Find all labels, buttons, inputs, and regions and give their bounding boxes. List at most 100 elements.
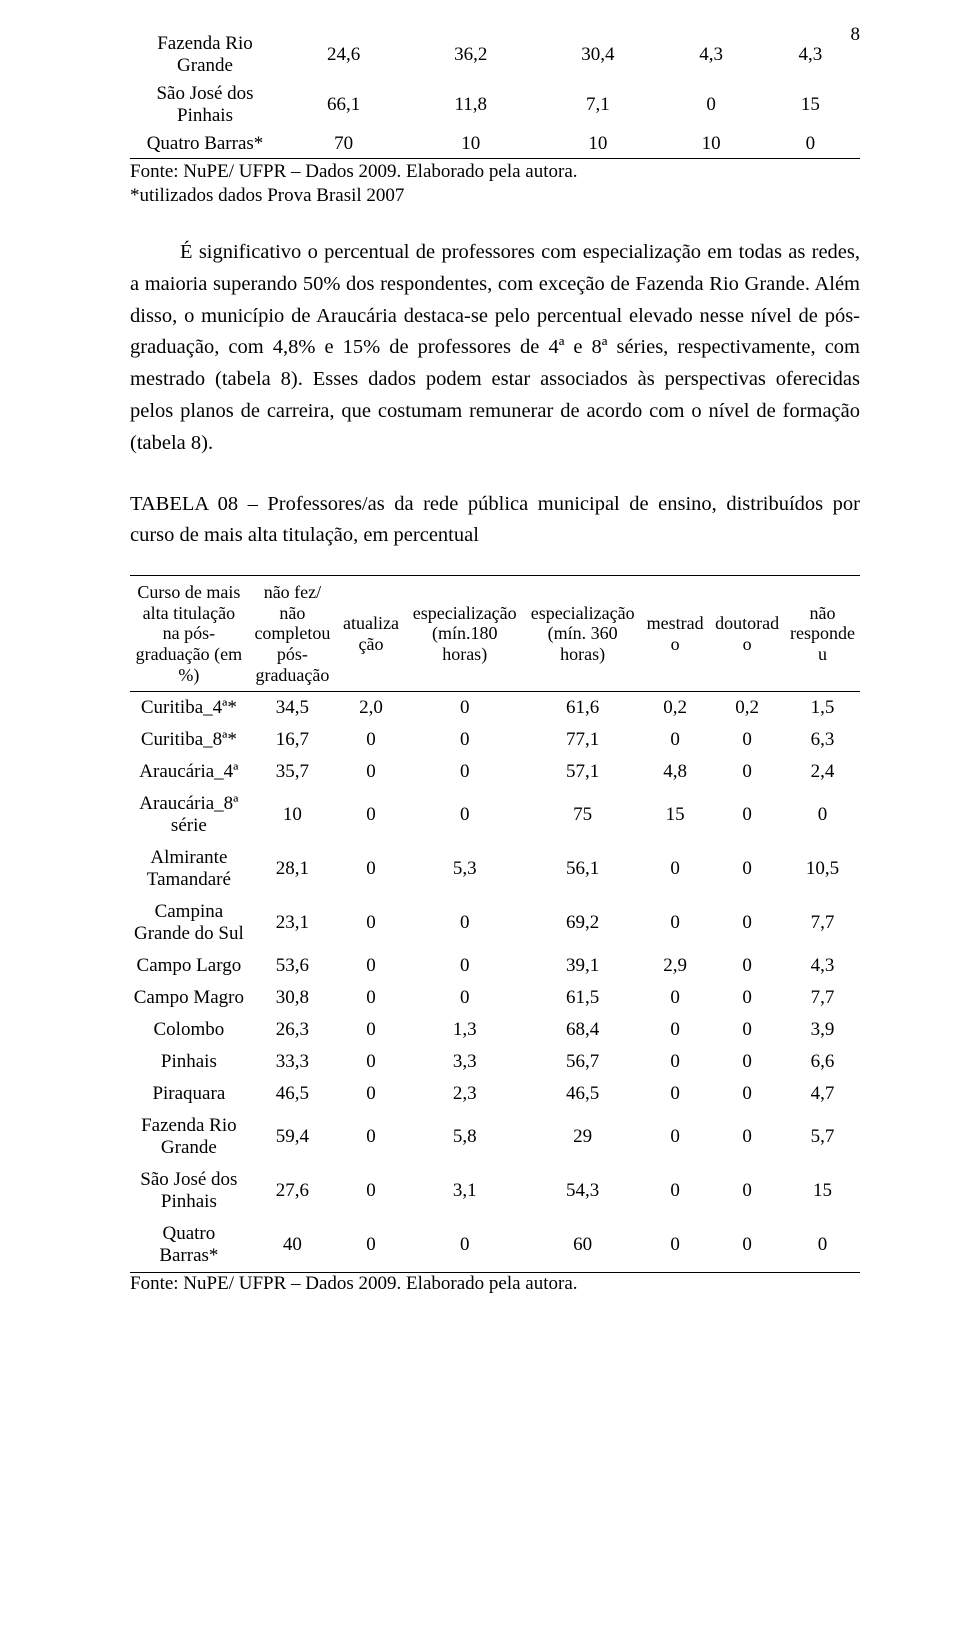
cell: 0 bbox=[641, 842, 710, 896]
row-label: Araucária_8ª série bbox=[130, 788, 248, 842]
cell: 0 bbox=[405, 692, 525, 725]
cell: 0 bbox=[337, 1014, 405, 1046]
cell: 29 bbox=[524, 1110, 640, 1164]
cell: 10,5 bbox=[785, 842, 860, 896]
cell: 7,7 bbox=[785, 896, 860, 950]
col-header: Curso de mais alta titulação na pós-grad… bbox=[130, 575, 248, 691]
col-header: não responde u bbox=[785, 575, 860, 691]
cell: 0 bbox=[405, 756, 525, 788]
cell: 0 bbox=[405, 950, 525, 982]
cell: 0 bbox=[709, 1014, 785, 1046]
cell: 4,7 bbox=[785, 1078, 860, 1110]
cell: 10 bbox=[534, 130, 661, 159]
cell: 56,7 bbox=[524, 1046, 640, 1078]
cell: 0 bbox=[662, 80, 761, 130]
table-row: Curitiba_8ª*16,70077,1006,3 bbox=[130, 724, 860, 756]
cell: 10 bbox=[407, 130, 534, 159]
cell: 5,3 bbox=[405, 842, 525, 896]
cell: 0 bbox=[405, 982, 525, 1014]
cell: 4,3 bbox=[662, 30, 761, 80]
cell: 28,1 bbox=[248, 842, 337, 896]
cell: 0 bbox=[709, 1218, 785, 1273]
top-table-source: Fonte: NuPE/ UFPR – Dados 2009. Elaborad… bbox=[130, 161, 860, 183]
cell: 0 bbox=[337, 842, 405, 896]
table-row: Quatro Barras* 70 10 10 10 0 bbox=[130, 130, 860, 159]
top-table: Fazenda Rio Grande 24,6 36,2 30,4 4,3 4,… bbox=[130, 30, 860, 159]
col-header: não fez/ não completou pós-graduação bbox=[248, 575, 337, 691]
row-label: Colombo bbox=[130, 1014, 248, 1046]
cell: 59,4 bbox=[248, 1110, 337, 1164]
cell: 0 bbox=[709, 724, 785, 756]
cell: 0 bbox=[641, 1046, 710, 1078]
cell: 69,2 bbox=[524, 896, 640, 950]
cell: 0,2 bbox=[709, 692, 785, 725]
cell: 16,7 bbox=[248, 724, 337, 756]
cell: 0 bbox=[641, 896, 710, 950]
cell: 0 bbox=[405, 1218, 525, 1273]
row-label: Campo Magro bbox=[130, 982, 248, 1014]
cell: 27,6 bbox=[248, 1164, 337, 1218]
cell: 0 bbox=[337, 950, 405, 982]
cell: 70 bbox=[280, 130, 407, 159]
cell: 7,1 bbox=[534, 80, 661, 130]
cell: 0 bbox=[337, 1078, 405, 1110]
cell: 3,9 bbox=[785, 1014, 860, 1046]
row-label: Campo Largo bbox=[130, 950, 248, 982]
bottom-table-source: Fonte: NuPE/ UFPR – Dados 2009. Elaborad… bbox=[130, 1273, 860, 1295]
cell: 4,3 bbox=[785, 950, 860, 982]
col-header: especialização (mín. 360 horas) bbox=[524, 575, 640, 691]
row-label: Curitiba_8ª* bbox=[130, 724, 248, 756]
cell: 0 bbox=[337, 1110, 405, 1164]
cell: 24,6 bbox=[280, 30, 407, 80]
col-header: especialização (mín.180 horas) bbox=[405, 575, 525, 691]
cell: 0 bbox=[761, 130, 860, 159]
cell: 5,8 bbox=[405, 1110, 525, 1164]
cell: 0 bbox=[641, 1164, 710, 1218]
cell: 0 bbox=[709, 1164, 785, 1218]
cell: 1,5 bbox=[785, 692, 860, 725]
cell: 61,5 bbox=[524, 982, 640, 1014]
cell: 0 bbox=[709, 1046, 785, 1078]
bottom-table: Curso de mais alta titulação na pós-grad… bbox=[130, 575, 860, 1273]
cell: 0 bbox=[337, 1164, 405, 1218]
cell: 34,5 bbox=[248, 692, 337, 725]
cell: 2,3 bbox=[405, 1078, 525, 1110]
table-row: Campina Grande do Sul23,10069,2007,7 bbox=[130, 896, 860, 950]
page-number: 8 bbox=[851, 24, 861, 46]
cell: 0 bbox=[641, 982, 710, 1014]
table-row: Colombo26,301,368,4003,9 bbox=[130, 1014, 860, 1046]
cell: 53,6 bbox=[248, 950, 337, 982]
cell: 0 bbox=[709, 896, 785, 950]
row-label: Piraquara bbox=[130, 1078, 248, 1110]
table-row: Piraquara46,502,346,5004,7 bbox=[130, 1078, 860, 1110]
cell: 0 bbox=[709, 982, 785, 1014]
cell: 30,4 bbox=[534, 30, 661, 80]
cell: 46,5 bbox=[248, 1078, 337, 1110]
table-row: Araucária_8ª série1000751500 bbox=[130, 788, 860, 842]
cell: 0 bbox=[641, 1078, 710, 1110]
cell: 57,1 bbox=[524, 756, 640, 788]
col-header: doutorad o bbox=[709, 575, 785, 691]
col-header: mestrad o bbox=[641, 575, 710, 691]
header-row: Curso de mais alta titulação na pós-grad… bbox=[130, 575, 860, 691]
table-row: Campo Largo53,60039,12,904,3 bbox=[130, 950, 860, 982]
cell: 2,9 bbox=[641, 950, 710, 982]
cell: 0 bbox=[709, 950, 785, 982]
cell: 26,3 bbox=[248, 1014, 337, 1046]
cell: 0 bbox=[337, 896, 405, 950]
row-label: Araucária_4ª bbox=[130, 756, 248, 788]
table-row: Pinhais33,303,356,7006,6 bbox=[130, 1046, 860, 1078]
page: 8 Fazenda Rio Grande 24,6 36,2 30,4 4,3 … bbox=[0, 0, 960, 1626]
table-row: Fazenda Rio Grande59,405,829005,7 bbox=[130, 1110, 860, 1164]
row-label: São José dos Pinhais bbox=[130, 80, 280, 130]
cell: 33,3 bbox=[248, 1046, 337, 1078]
row-label: Fazenda Rio Grande bbox=[130, 1110, 248, 1164]
cell: 10 bbox=[662, 130, 761, 159]
row-label: Fazenda Rio Grande bbox=[130, 30, 280, 80]
cell: 61,6 bbox=[524, 692, 640, 725]
table-row: Campo Magro30,80061,5007,7 bbox=[130, 982, 860, 1014]
cell: 40 bbox=[248, 1218, 337, 1273]
cell: 0 bbox=[709, 788, 785, 842]
cell: 23,1 bbox=[248, 896, 337, 950]
table-row: São José dos Pinhais27,603,154,30015 bbox=[130, 1164, 860, 1218]
